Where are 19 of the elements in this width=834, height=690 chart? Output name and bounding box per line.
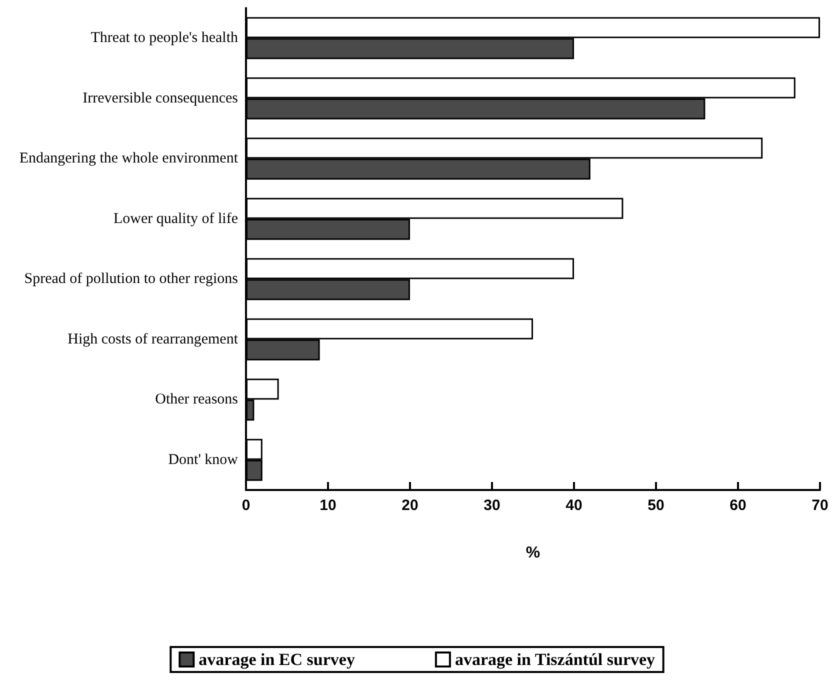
- x-tick-label: 70: [812, 497, 828, 514]
- x-tick-label: 50: [648, 497, 664, 514]
- x-tick-label: 30: [484, 497, 500, 514]
- y-tick-label: Irreversible consequences: [82, 90, 238, 106]
- x-tick-label: 40: [566, 497, 582, 514]
- x-tick-label: 60: [730, 497, 746, 514]
- legend-label: avarage in Tiszántúl survey: [454, 650, 656, 669]
- x-tick-label: 20: [402, 497, 418, 514]
- y-tick-label: Spread of pollution to other regions: [24, 271, 238, 288]
- legend-label: avarage in EC survey: [198, 650, 356, 669]
- x-tick-label: 10: [320, 497, 336, 514]
- y-tick-label: Other reasons: [155, 392, 238, 408]
- y-tick-label: Dont' know: [168, 452, 238, 468]
- y-tick-label: Endangering the whole environment: [19, 150, 239, 167]
- y-tick-label: Threat to people's health: [90, 30, 238, 46]
- y-tick-label: High costs of rearrangement: [68, 331, 239, 348]
- x-tick-label: 0: [242, 497, 250, 514]
- x-axis-title: %: [526, 544, 540, 562]
- y-tick-label: Lower quality of life: [113, 210, 238, 227]
